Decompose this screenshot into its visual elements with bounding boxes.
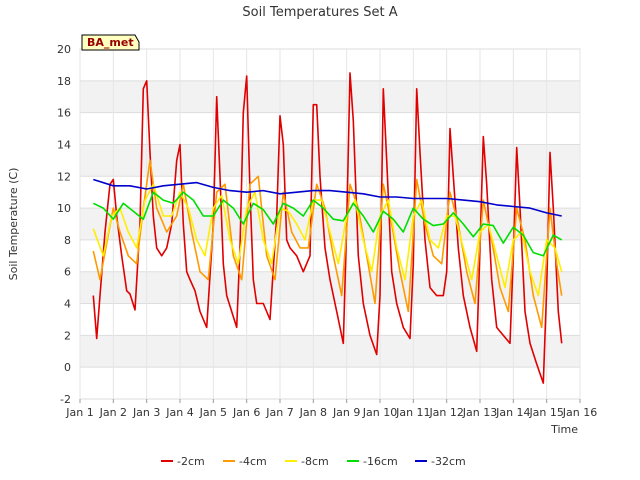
legend-label: -2cm xyxy=(177,455,205,468)
y-tick-label: 0 xyxy=(64,361,71,374)
grid-band xyxy=(80,144,580,177)
x-tick-label: Jan 15 xyxy=(528,406,563,419)
x-axis-label: Time xyxy=(550,423,578,436)
legend: -2cm -4cm -8cm -16cm -32cm xyxy=(161,455,466,468)
y-tick-label: 4 xyxy=(64,298,71,311)
grid-lines xyxy=(79,48,581,400)
series-line-4cm xyxy=(92,159,563,329)
grid-band xyxy=(80,303,580,336)
plot-background-bands xyxy=(80,49,580,399)
series-line-16cm xyxy=(92,191,563,257)
y-tick-label: 6 xyxy=(64,266,71,279)
grid-band xyxy=(80,367,580,399)
legend-item: -4cm xyxy=(223,455,267,468)
x-tick-label: Jan 4 xyxy=(165,406,193,419)
y-tick-label: 2 xyxy=(64,329,71,342)
badge-label: BA_met xyxy=(87,36,134,49)
badge: BA_met xyxy=(81,34,140,51)
legend-item: -16cm xyxy=(347,455,398,468)
y-tick-label: 8 xyxy=(64,234,71,247)
grid-band xyxy=(80,80,580,113)
x-tick-label: Jan 16 xyxy=(562,406,597,419)
data-series xyxy=(92,72,563,384)
grid-band xyxy=(80,239,580,272)
x-tick-label: Jan 6 xyxy=(232,406,260,419)
x-tick-label: Jan 12 xyxy=(428,406,463,419)
legend-label: -16cm xyxy=(363,455,398,468)
legend-item: -8cm xyxy=(285,455,329,468)
y-tick-label: 20 xyxy=(57,43,71,56)
y-tick-label: 10 xyxy=(57,202,71,215)
y-axis-label: Soil Temperature (C) xyxy=(7,168,20,281)
chart-title: Soil Temperatures Set A xyxy=(242,5,397,20)
legend-label: -32cm xyxy=(431,455,466,468)
y-tick-label: 16 xyxy=(57,107,71,120)
x-tick-label: Jan 13 xyxy=(462,406,497,419)
series-line-2cm xyxy=(92,72,563,384)
series-line-8cm xyxy=(92,183,563,297)
legend-item: -2cm xyxy=(161,455,205,468)
x-tick-label: Jan 2 xyxy=(99,406,127,419)
x-tick-label: Jan 1 xyxy=(65,406,93,419)
x-tick-label: Jan 11 xyxy=(395,406,430,419)
x-tick-label: Jan 5 xyxy=(199,406,227,419)
x-axis-ticks: Jan 1 Jan 2 Jan 3 Jan 4 Jan 5 Jan 6 Jan 7 Jan 8… xyxy=(65,399,597,419)
grid-band xyxy=(80,112,580,145)
legend-label: -8cm xyxy=(301,455,329,468)
y-tick-label: -2 xyxy=(60,393,71,406)
x-tick-label: Jan 3 xyxy=(132,406,160,419)
x-tick-label: Jan 10 xyxy=(362,406,397,419)
grid-band xyxy=(80,49,580,81)
legend-item: -32cm xyxy=(415,455,466,468)
x-tick-label: Jan 8 xyxy=(299,406,327,419)
y-tick-label: 12 xyxy=(57,170,71,183)
grid-band xyxy=(80,335,580,368)
x-tick-label: Jan 9 xyxy=(332,406,360,419)
y-tick-label: 18 xyxy=(57,75,71,88)
legend-label: -4cm xyxy=(239,455,267,468)
grid-band xyxy=(80,176,580,209)
y-axis-ticks: -2 0 2 4 6 8 10 12 14 16 18 20 xyxy=(57,43,71,406)
x-tick-label: Jan 7 xyxy=(265,406,293,419)
y-tick-label: 14 xyxy=(57,138,71,151)
x-tick-label: Jan 14 xyxy=(495,406,530,419)
series-line-32cm xyxy=(93,178,562,217)
